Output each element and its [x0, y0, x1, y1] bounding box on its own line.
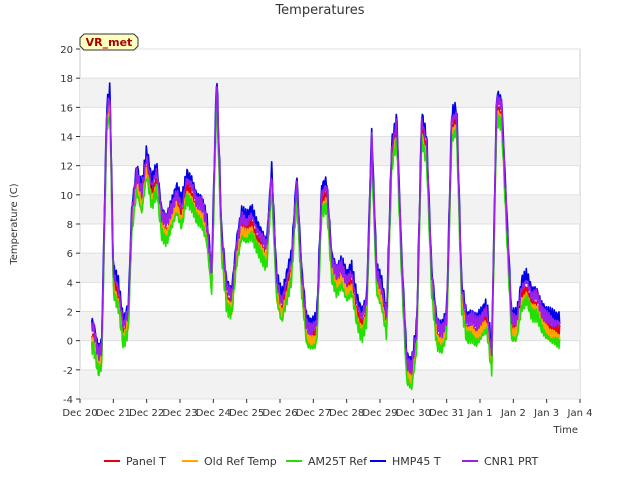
legend-label: HMP45 T [392, 455, 441, 468]
x-tick-label: Jan 4 [567, 408, 593, 419]
x-tick-label: Jan 1 [467, 408, 493, 419]
x-tick-label: Dec 26 [262, 408, 297, 419]
y-axis-label: Temperature (C) [9, 183, 20, 265]
x-tick-label: Dec 21 [96, 408, 131, 419]
y-tick-label: 12 [60, 162, 73, 173]
x-tick-label: Jan 3 [533, 408, 559, 419]
grid-band [80, 311, 580, 341]
grid-band [80, 78, 580, 108]
x-tick-label: Dec 23 [162, 408, 197, 419]
y-tick-label: 4 [67, 278, 73, 289]
x-tick-label: Jan 2 [500, 408, 526, 419]
x-axis-label: Time [553, 425, 578, 436]
y-tick-label: -4 [63, 395, 73, 406]
y-tick-label: 14 [60, 133, 73, 144]
grid-band [80, 369, 580, 399]
x-tick-label: Dec 31 [429, 408, 464, 419]
chart-title: Temperatures [274, 3, 364, 18]
x-tick-label: Dec 30 [396, 408, 431, 419]
x-tick-label: Dec 27 [296, 408, 331, 419]
legend-label: AM25T Ref [308, 455, 368, 468]
x-tick-label: Dec 22 [129, 408, 164, 419]
annotation-label: VR_met [86, 36, 133, 49]
x-tick-label: Dec 25 [229, 408, 264, 419]
vr-met-annotation: VR_met [79, 33, 139, 51]
x-tick-label: Dec 29 [362, 408, 397, 419]
legend: Panel T Old Ref Temp AM25T Ref HMP45 T CNR1 … [104, 455, 539, 468]
y-tick-label: 10 [60, 191, 73, 202]
x-tick-label: Dec 24 [196, 408, 231, 419]
y-tick-label: 8 [67, 220, 73, 231]
legend-label: Old Ref Temp [204, 455, 277, 468]
y-tick-label: 20 [60, 45, 73, 56]
x-tick-label: Dec 20 [62, 408, 97, 419]
legend-label: CNR1 PRT [484, 455, 539, 468]
series-line [90, 85, 561, 375]
y-tick-label: 2 [67, 308, 73, 319]
y-axis-ticks: -4 -2 0 2 4 6 8 10 12 14 16 18 20 [60, 45, 80, 406]
y-tick-label: 0 [67, 337, 73, 348]
y-tick-label: 18 [60, 74, 73, 85]
legend-label: Panel T [126, 455, 166, 468]
series-lines [90, 82, 561, 391]
y-tick-label: 16 [60, 103, 73, 114]
series-line [90, 101, 561, 391]
y-tick-label: 6 [67, 249, 73, 260]
y-tick-label: -2 [63, 366, 73, 377]
x-tick-label: Dec 28 [329, 408, 364, 419]
